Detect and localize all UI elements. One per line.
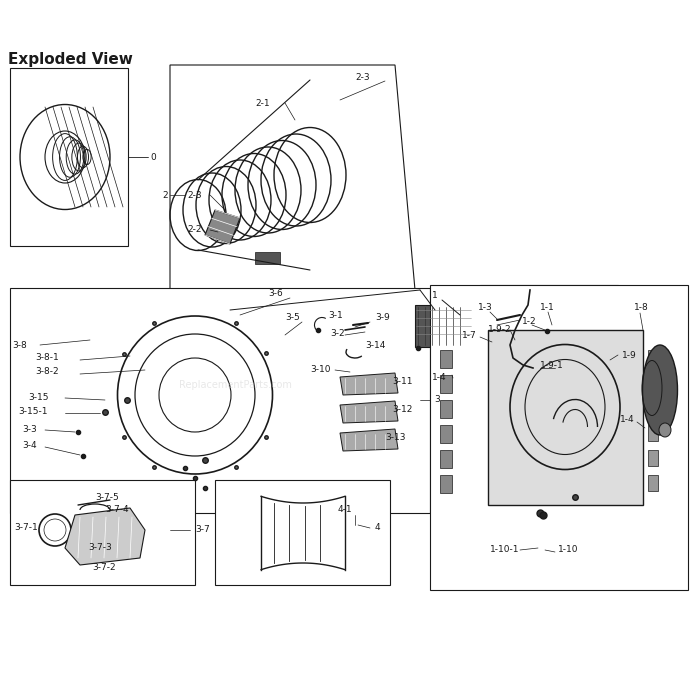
Bar	[415, 305, 473, 347]
Polygon shape	[205, 210, 240, 244]
Ellipse shape	[529, 364, 537, 372]
Text: 1-3: 1-3	[478, 304, 493, 312]
Text: 3-8: 3-8	[12, 340, 27, 349]
Ellipse shape	[659, 423, 671, 437]
Text: ReplacementParts.com: ReplacementParts.com	[178, 380, 291, 390]
Polygon shape	[340, 373, 398, 395]
Bar	[10, 480, 195, 585]
Text: 3-14: 3-14	[365, 340, 386, 349]
Text: 2-3: 2-3	[187, 190, 202, 199]
Text: 1-9: 1-9	[622, 351, 637, 360]
Text: 2-3: 2-3	[355, 73, 370, 81]
Text: 3-10: 3-10	[310, 365, 330, 375]
Text: 3-11: 3-11	[392, 377, 412, 386]
Text: 3-12: 3-12	[392, 405, 412, 414]
Bar	[255, 252, 280, 264]
Text: 0: 0	[150, 153, 155, 162]
Bar	[648, 425, 658, 441]
Text: 2-1: 2-1	[255, 99, 270, 108]
Bar	[440, 350, 452, 368]
Text: 3-8-2: 3-8-2	[35, 368, 59, 377]
Bar	[648, 450, 658, 466]
Text: 1-9-2: 1-9-2	[488, 326, 512, 335]
Text: 1-10-1: 1-10-1	[490, 545, 519, 554]
Text: 3-13: 3-13	[385, 433, 405, 442]
Text: 3-6: 3-6	[268, 288, 283, 298]
Text: 4: 4	[375, 524, 381, 533]
Bar	[10, 288, 430, 513]
Bar	[648, 475, 658, 491]
Bar	[488, 330, 643, 505]
Bar	[440, 425, 452, 443]
Bar	[440, 450, 452, 468]
Bar	[440, 400, 452, 418]
Text: 3-7-2: 3-7-2	[92, 564, 116, 573]
Text: 1-4: 1-4	[432, 374, 447, 382]
Text: 2: 2	[162, 190, 167, 199]
Text: 1-4: 1-4	[620, 416, 635, 424]
Text: 3-15-1: 3-15-1	[18, 407, 48, 416]
Text: 3-2: 3-2	[330, 328, 344, 337]
Text: 3-7: 3-7	[195, 526, 210, 535]
Text: 1-2: 1-2	[522, 318, 537, 326]
Text: 2-2: 2-2	[187, 225, 202, 234]
Polygon shape	[340, 401, 398, 423]
Ellipse shape	[527, 286, 537, 294]
Text: 3: 3	[434, 395, 440, 405]
Text: 1-1: 1-1	[540, 304, 554, 312]
Text: 1-10: 1-10	[558, 545, 578, 554]
Bar	[648, 375, 658, 391]
Text: 3-7-3: 3-7-3	[88, 543, 112, 552]
Bar	[440, 375, 452, 393]
Bar	[10, 68, 128, 246]
Bar	[648, 350, 658, 366]
Bar	[215, 480, 390, 585]
Bar	[480, 285, 618, 375]
Text: 3-3: 3-3	[22, 426, 36, 435]
Text: 3-8-1: 3-8-1	[35, 354, 59, 363]
Text: 3-7-4: 3-7-4	[105, 505, 129, 514]
Polygon shape	[340, 429, 398, 451]
Text: 1: 1	[432, 290, 438, 300]
Bar	[648, 400, 658, 416]
Text: 3-9: 3-9	[375, 314, 390, 323]
Text: 1-7: 1-7	[462, 330, 477, 340]
Text: 1-8: 1-8	[634, 304, 649, 312]
Text: 3-4: 3-4	[22, 442, 36, 451]
Polygon shape	[65, 508, 145, 565]
Text: 3-7-5: 3-7-5	[95, 494, 119, 503]
Text: 3-5: 3-5	[285, 314, 300, 323]
Text: 3-7-1: 3-7-1	[14, 522, 38, 531]
Ellipse shape	[643, 345, 678, 435]
Text: 1-9-1: 1-9-1	[540, 360, 564, 370]
Bar	[430, 285, 688, 590]
Text: 3-15: 3-15	[28, 393, 48, 402]
Text: Exploded View: Exploded View	[8, 52, 133, 67]
Bar	[440, 475, 452, 493]
Text: 4-1: 4-1	[338, 505, 353, 514]
Text: 3-1: 3-1	[328, 311, 343, 319]
